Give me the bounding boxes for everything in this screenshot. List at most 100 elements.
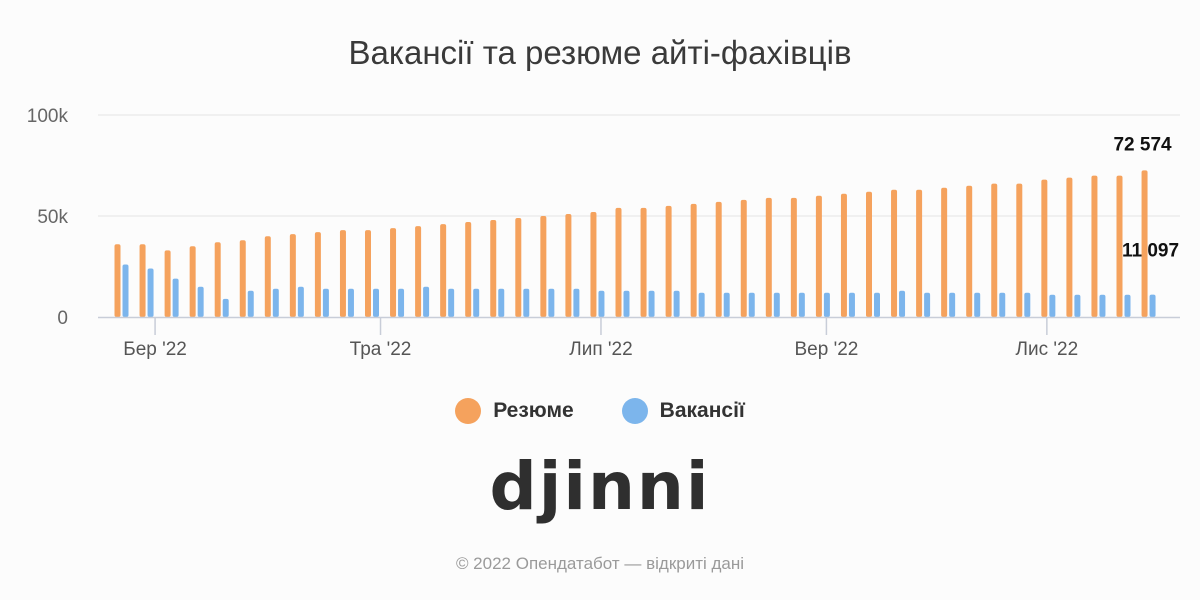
bar-resumes bbox=[264, 236, 271, 317]
legend-marker-vacancies bbox=[621, 398, 648, 424]
bar-resumes bbox=[289, 234, 296, 317]
bar-resumes bbox=[866, 191, 872, 317]
bar-vacancies bbox=[398, 288, 405, 317]
bar-resumes bbox=[214, 242, 221, 317]
bar-vacancies bbox=[648, 290, 655, 317]
bar-resumes bbox=[916, 189, 923, 317]
bar-vacancies bbox=[347, 288, 354, 317]
bar-resumes bbox=[339, 230, 346, 317]
bar-vacancies bbox=[448, 288, 455, 317]
x-tick-label: Тра '22 bbox=[350, 339, 412, 360]
bar-resumes bbox=[164, 250, 171, 317]
bar-vacancies bbox=[1074, 294, 1081, 317]
bar-vacancies bbox=[523, 288, 530, 317]
bar-resumes bbox=[139, 244, 146, 317]
djinni-logo: djinni bbox=[489, 448, 711, 525]
bar-vacancies bbox=[1099, 294, 1106, 317]
bar-resumes bbox=[1041, 179, 1048, 317]
bar-resumes bbox=[189, 246, 196, 317]
bar-vacancies bbox=[874, 292, 880, 317]
bar-resumes bbox=[665, 205, 672, 317]
bar-resumes bbox=[715, 201, 722, 317]
bar-vacancies bbox=[698, 292, 705, 317]
bar-resumes bbox=[590, 211, 597, 317]
bar-resumes bbox=[966, 185, 973, 317]
bar-vacancies bbox=[322, 288, 329, 317]
bar-resumes bbox=[690, 203, 697, 317]
bar-vacancies bbox=[122, 264, 129, 317]
bar-resumes bbox=[490, 220, 497, 317]
bar-vacancies bbox=[172, 278, 179, 317]
legend-item-vacancies[interactable]: Вакансії bbox=[621, 398, 745, 424]
bar-vacancies bbox=[272, 288, 279, 317]
bar-vacancies bbox=[1124, 294, 1131, 317]
bar-vacancies bbox=[848, 292, 855, 317]
bar-vacancies bbox=[999, 292, 1006, 317]
x-tick-label: Вер '22 bbox=[794, 339, 858, 360]
chart-title: Вакансії та резюме айті-фахівців bbox=[348, 34, 852, 71]
x-tick-label: Лип '22 bbox=[569, 339, 632, 360]
bar-resumes bbox=[390, 228, 397, 317]
bar-vacancies bbox=[548, 288, 555, 317]
bar-vacancies bbox=[623, 290, 630, 317]
bar-resumes bbox=[640, 207, 647, 317]
bar-resumes bbox=[1141, 170, 1148, 317]
bar-resumes bbox=[565, 213, 572, 317]
bar-resumes bbox=[765, 197, 772, 317]
data-label: 72 574 bbox=[1113, 134, 1172, 155]
bar-resumes bbox=[740, 199, 747, 317]
legend-label-resumes: Резюме bbox=[493, 399, 574, 422]
footer-credit: © 2022 Опендатабот — відкриті дані bbox=[455, 554, 745, 573]
x-tick-label: Лис '22 bbox=[1016, 339, 1079, 360]
bar-resumes bbox=[415, 226, 422, 317]
legend-item-resumes[interactable]: Резюме bbox=[455, 398, 574, 424]
bar-vacancies bbox=[949, 292, 956, 317]
bar-vacancies bbox=[673, 290, 680, 317]
bar-resumes bbox=[239, 240, 246, 317]
y-tick-label: 0 bbox=[57, 308, 68, 329]
bar-resumes bbox=[1091, 175, 1098, 317]
bar-resumes bbox=[991, 183, 998, 317]
bar-resumes bbox=[440, 224, 447, 317]
bar-vacancies bbox=[222, 298, 229, 317]
legend-marker-resumes bbox=[455, 398, 482, 424]
bar-resumes bbox=[941, 187, 948, 317]
bar-vacancies bbox=[899, 290, 906, 317]
chart-legend: Резюме Вакансії bbox=[0, 398, 1200, 424]
bar-resumes bbox=[815, 195, 822, 317]
bar-vacancies bbox=[1024, 292, 1031, 317]
bar-vacancies bbox=[823, 292, 830, 317]
bar-vacancies bbox=[423, 286, 430, 317]
bar-resumes bbox=[465, 222, 472, 317]
bar-vacancies bbox=[1049, 294, 1056, 317]
bar-vacancies bbox=[573, 288, 580, 317]
bar-resumes bbox=[1066, 177, 1073, 317]
bar-vacancies bbox=[773, 292, 780, 317]
bar-resumes bbox=[114, 244, 121, 317]
bar-vacancies bbox=[373, 288, 379, 317]
bar-chart: 0 50k 100k Бер '22 Тра '22 Лип '22 Вер '22 Лис … bbox=[27, 106, 1180, 360]
bar-resumes bbox=[615, 207, 622, 317]
bar-resumes bbox=[840, 193, 847, 317]
bar-vacancies bbox=[297, 286, 304, 317]
bar-vacancies bbox=[197, 286, 204, 317]
x-tick-label: Бер '22 bbox=[123, 339, 187, 360]
y-tick-label: 50k bbox=[37, 207, 68, 228]
bar-vacancies bbox=[498, 288, 505, 317]
data-label: 11 097 bbox=[1122, 241, 1179, 262]
legend-label-vacancies: Вакансії bbox=[659, 399, 745, 422]
bar-vacancies bbox=[798, 292, 805, 317]
bar-resumes bbox=[790, 197, 797, 317]
bar-resumes bbox=[515, 218, 522, 317]
bar-vacancies bbox=[723, 292, 730, 317]
bar-vacancies bbox=[748, 292, 755, 317]
bar-resumes bbox=[365, 230, 371, 317]
bar-vacancies bbox=[974, 292, 981, 317]
bar-resumes bbox=[314, 232, 321, 317]
bar-vacancies bbox=[147, 268, 154, 317]
bar-vacancies bbox=[924, 292, 931, 317]
y-tick-label: 100k bbox=[27, 106, 69, 127]
bar-resumes bbox=[1016, 183, 1023, 317]
bar-vacancies bbox=[1149, 294, 1156, 317]
bar-resumes bbox=[891, 189, 898, 317]
